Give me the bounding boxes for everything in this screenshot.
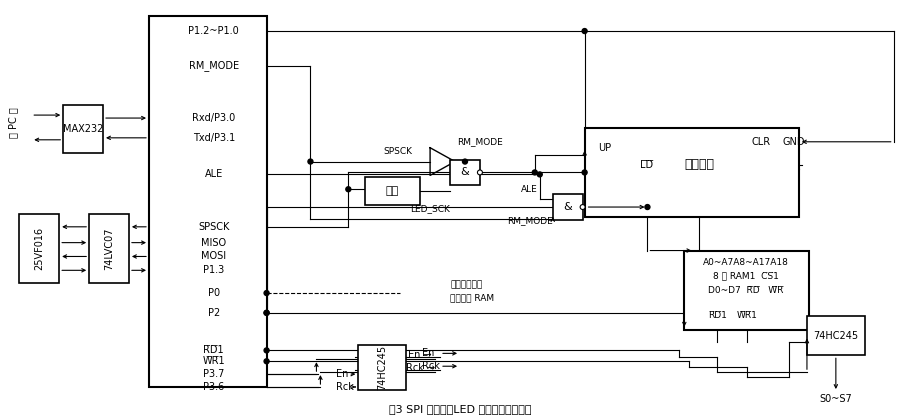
Text: P3.6: P3.6 xyxy=(203,382,224,392)
Text: En: En xyxy=(336,369,348,379)
Text: ALE: ALE xyxy=(521,185,539,194)
Text: 器连接的 RAM: 器连接的 RAM xyxy=(450,294,494,302)
Text: S0~S7: S0~S7 xyxy=(820,394,852,404)
Bar xyxy=(807,316,865,355)
Text: Rxd/P3.0: Rxd/P3.0 xyxy=(192,113,235,123)
Text: A0~A7A8~A17A18: A0~A7A8~A17A18 xyxy=(703,258,789,267)
Circle shape xyxy=(645,205,650,210)
Text: SPSCK: SPSCK xyxy=(384,147,413,156)
Text: Txd/P3.1: Txd/P3.1 xyxy=(193,133,235,143)
Circle shape xyxy=(264,310,269,315)
Circle shape xyxy=(264,359,269,364)
Text: CLR: CLR xyxy=(752,137,771,147)
Text: &: & xyxy=(460,167,470,178)
Text: MOSI: MOSI xyxy=(201,252,226,262)
Text: 至 PC 机: 至 PC 机 xyxy=(8,108,18,139)
Text: P1.2~P1.0: P1.2~P1.0 xyxy=(188,26,239,36)
Text: ALE: ALE xyxy=(205,169,223,179)
Text: Rck: Rck xyxy=(422,361,440,371)
Circle shape xyxy=(532,170,538,175)
Bar xyxy=(584,128,799,217)
Circle shape xyxy=(308,159,313,164)
Text: W̅R̅1: W̅R̅1 xyxy=(202,356,225,366)
Text: D0~D7  R̅D̅   W̅R̅: D0~D7 R̅D̅ W̅R̅ xyxy=(709,286,784,295)
Text: R̅D̅1: R̅D̅1 xyxy=(203,345,224,355)
Circle shape xyxy=(264,348,269,353)
Circle shape xyxy=(346,187,351,192)
Text: L̅D̅: L̅D̅ xyxy=(641,159,654,170)
Circle shape xyxy=(538,172,542,177)
Bar xyxy=(365,177,420,205)
Circle shape xyxy=(478,170,482,175)
Circle shape xyxy=(264,310,269,315)
Text: En: En xyxy=(422,348,435,358)
Text: RM_MODE: RM_MODE xyxy=(457,137,503,146)
Circle shape xyxy=(462,159,468,164)
Bar xyxy=(552,194,583,220)
Text: LED_SCK: LED_SCK xyxy=(410,205,450,213)
Text: 至其他与计数: 至其他与计数 xyxy=(450,281,482,290)
Text: W̅R̅1: W̅R̅1 xyxy=(737,311,757,320)
Text: 计数器组: 计数器组 xyxy=(685,158,714,171)
Text: P3.7: P3.7 xyxy=(203,369,224,379)
Text: 74LVC07: 74LVC07 xyxy=(104,227,114,270)
Text: SPSCK: SPSCK xyxy=(199,222,230,232)
Text: MAX232: MAX232 xyxy=(63,124,103,134)
Bar xyxy=(63,105,103,153)
Text: P0: P0 xyxy=(208,288,220,298)
Text: Rck: Rck xyxy=(336,382,354,392)
Text: 74HC245: 74HC245 xyxy=(377,344,387,390)
Circle shape xyxy=(264,291,269,295)
Text: P1.3: P1.3 xyxy=(203,265,224,275)
Text: 图3 SPI 模式下的LED 大屏幕控制电路图: 图3 SPI 模式下的LED 大屏幕控制电路图 xyxy=(389,404,531,414)
Text: 延时: 延时 xyxy=(386,186,399,196)
Bar xyxy=(358,345,406,390)
Bar xyxy=(19,214,59,283)
Bar xyxy=(149,16,267,387)
Text: R̅D̅1: R̅D̅1 xyxy=(708,311,727,320)
Text: En →: En → xyxy=(408,350,432,360)
Text: MISO: MISO xyxy=(201,238,226,248)
Text: &: & xyxy=(563,202,572,212)
Bar xyxy=(89,214,129,283)
Text: RM_MODE: RM_MODE xyxy=(188,60,239,71)
Text: Rck →: Rck → xyxy=(405,363,435,373)
Circle shape xyxy=(582,29,587,34)
Text: 8 位 RAM1  C̅S̅1: 8 位 RAM1 C̅S̅1 xyxy=(713,272,779,281)
Text: UP: UP xyxy=(598,143,611,153)
Text: RM_MODE: RM_MODE xyxy=(507,216,552,225)
Text: 25VF016: 25VF016 xyxy=(34,227,44,270)
Bar xyxy=(450,160,480,185)
Text: 74HC245: 74HC245 xyxy=(813,331,858,341)
Text: GND: GND xyxy=(783,137,805,147)
Text: P2: P2 xyxy=(208,308,220,318)
Bar xyxy=(685,250,809,329)
Circle shape xyxy=(582,170,587,175)
Circle shape xyxy=(580,205,585,210)
